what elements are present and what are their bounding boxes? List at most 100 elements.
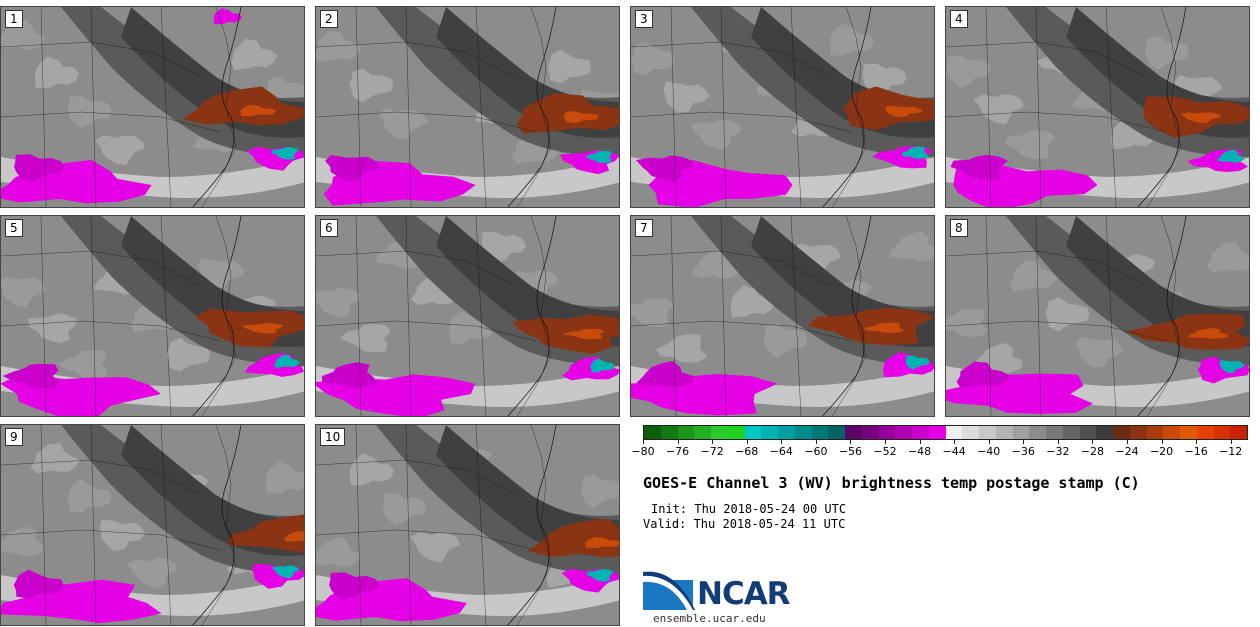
colorbar-swatch <box>1096 426 1113 439</box>
colorbar-swatch <box>1012 426 1030 439</box>
panel-number: 3 <box>635 10 653 28</box>
colorbar-swatch <box>878 426 896 439</box>
very-cold-cloud-se <box>271 565 299 579</box>
cold-cloud-ne <box>213 8 242 25</box>
colorbar-swatch <box>895 426 912 439</box>
colorbar-tick-label: −76 <box>665 445 690 458</box>
colorbar-swatch <box>1029 426 1046 439</box>
colorbar-swatch <box>660 426 678 439</box>
panel-2: 2 <box>315 6 620 208</box>
very-cold-cloud-se <box>901 146 929 159</box>
wv-warm-core <box>242 323 284 334</box>
colorbar-swatch <box>694 426 711 439</box>
panel-map-1 <box>1 7 304 207</box>
map-borders <box>1 216 237 416</box>
chart-title: GOES-E Channel 3 (WV) brightness temp po… <box>643 474 1140 492</box>
colorbar-tick <box>1057 440 1059 444</box>
wv-light-patch <box>130 301 179 333</box>
wv-light-patch <box>67 479 112 513</box>
colorbar-swatch <box>1180 426 1197 439</box>
colorbar-swatch <box>761 426 778 439</box>
wv-light-patch <box>448 311 493 345</box>
wv-warm-core <box>1187 327 1229 339</box>
colorbar-swatch <box>1163 426 1180 439</box>
panel-9: 9 <box>0 424 305 626</box>
colorbar-tick-label: −60 <box>804 445 828 458</box>
wv-light-patch <box>126 557 177 589</box>
colorbar-swatch <box>1230 426 1247 439</box>
colorbar-tick <box>1023 440 1025 444</box>
ncar-logo-icon <box>643 571 695 610</box>
map-coastline <box>822 216 872 416</box>
map-coastline <box>1137 216 1187 416</box>
colorbar-swatch <box>1146 426 1164 439</box>
wv-light-patch <box>580 473 619 508</box>
panel-number: 7 <box>635 219 653 237</box>
panel-map-6 <box>316 216 619 416</box>
very-cold-cloud-se <box>271 147 299 160</box>
colorbar-tick-label: −80 <box>631 445 655 458</box>
map-borders <box>946 216 1182 416</box>
source-url: ensemble.ucar.edu <box>653 612 766 625</box>
wv-light-patch <box>1010 260 1058 292</box>
ncar-logo-text: NCAR <box>697 576 791 612</box>
colorbar-tick-label: −64 <box>769 445 793 458</box>
panel-map-8 <box>946 216 1249 416</box>
colorbar-tick <box>988 440 990 444</box>
colorbar-swatch <box>912 426 929 439</box>
wv-light-patch <box>946 55 991 88</box>
cold-cloud-sw-edge <box>950 155 1008 181</box>
colorbar-swatch <box>962 426 979 439</box>
wv-light-patch <box>349 68 394 103</box>
map-borders <box>316 216 552 416</box>
colorbar-swatch <box>1113 426 1130 439</box>
wv-light-patch <box>1110 117 1157 150</box>
wv-light-patch <box>631 298 675 328</box>
cold-cloud-sw-edge <box>14 154 64 183</box>
colorbar-tick <box>712 440 714 444</box>
colorbar-swatch <box>845 426 862 439</box>
colorbar-tick <box>954 440 956 444</box>
wv-light-patch <box>316 287 360 319</box>
colorbar-tick <box>850 440 852 444</box>
map-borders <box>631 7 867 207</box>
panel-number: 8 <box>950 219 968 237</box>
wv-light-patch <box>973 94 1024 125</box>
colorbar-tick-label: −36 <box>1011 445 1035 458</box>
wv-light-patch <box>547 49 592 84</box>
cold-cloud-sw-edge <box>2 363 60 388</box>
wv-light-patch <box>1144 36 1189 70</box>
colorbar-tick <box>1092 440 1094 444</box>
wv-light-patch <box>1005 130 1056 160</box>
colorbar-swatch <box>744 426 762 439</box>
colorbar-swatch <box>1079 426 1097 439</box>
colorbar-swatch <box>711 426 728 439</box>
wv-light-patch <box>28 313 78 344</box>
colorbar: −80 −76 −72 −68 −64 −60 −56 −52 −48 −44 −40 −36 −32−… <box>631 425 1248 461</box>
wv-light-patch <box>349 453 394 486</box>
very-cold-cloud-se <box>590 358 615 373</box>
wv-light-patch <box>379 108 428 139</box>
panel-3: 3 <box>630 6 935 208</box>
wv-light-patch <box>690 119 741 151</box>
wv-light-patch <box>511 133 560 164</box>
colorbar-tick-label: −20 <box>1149 445 1174 458</box>
colorbar-tick-label: −52 <box>873 445 897 458</box>
colorbar-tick <box>643 440 644 444</box>
wv-light-patch <box>57 349 108 378</box>
colorbar-swatch <box>928 426 946 439</box>
colorbar-tick <box>919 440 921 444</box>
wv-warm-core <box>863 322 906 333</box>
colorbar-tick <box>781 440 783 444</box>
wv-light-patch <box>410 274 461 306</box>
colorbar-tick <box>746 440 748 444</box>
colorbar-tick-label: −40 <box>977 445 1001 458</box>
wv-light-patch <box>35 56 79 89</box>
colorbar-tick-label: −68 <box>735 445 759 458</box>
map-borders <box>316 425 552 625</box>
colorbar-swatch <box>1046 426 1063 439</box>
map-coastline <box>822 7 872 207</box>
map-borders <box>1 425 237 625</box>
wv-light-patch <box>95 135 146 166</box>
colorbar-tick-label: −72 <box>700 445 724 458</box>
